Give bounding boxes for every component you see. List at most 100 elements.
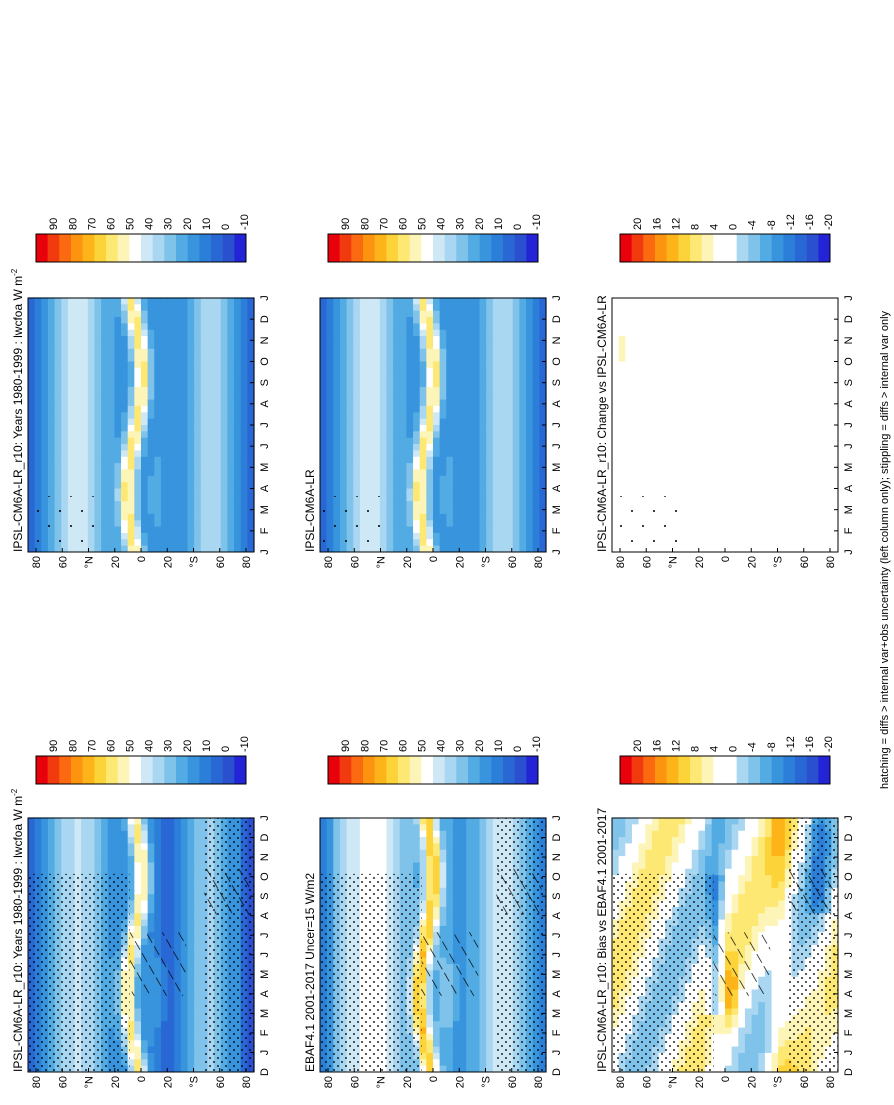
heatmap-cell xyxy=(725,1027,732,1034)
heatmap-cell xyxy=(55,367,62,374)
heatmap-cell xyxy=(453,1008,460,1015)
heatmap-cell xyxy=(778,957,785,964)
heatmap-cell xyxy=(466,843,473,850)
heatmap-cell xyxy=(486,1046,493,1053)
heatmap-cell xyxy=(101,342,108,349)
heatmap-cell xyxy=(772,1027,779,1034)
heatmap-cell xyxy=(738,1040,745,1047)
heatmap-cell xyxy=(28,418,35,425)
heatmap-cell xyxy=(114,856,121,863)
heatmap-cell xyxy=(420,856,427,863)
heatmap-cell xyxy=(473,1027,480,1034)
heatmap-cell xyxy=(745,1021,752,1028)
heatmap-cell xyxy=(480,1027,487,1034)
heatmap-cell xyxy=(148,539,155,546)
heatmap-cell xyxy=(778,919,785,926)
heatmap-cell xyxy=(194,894,201,901)
heatmap-cell xyxy=(433,1027,440,1034)
x-tick-label: N xyxy=(843,853,855,861)
heatmap-cell xyxy=(486,1014,493,1021)
heatmap-cell xyxy=(108,539,115,546)
heatmap-cell xyxy=(148,424,155,431)
heatmap-cell xyxy=(433,995,440,1002)
heatmap-cell xyxy=(678,836,685,843)
heatmap-cell xyxy=(732,913,739,920)
heatmap-cell xyxy=(625,843,632,850)
heatmap-cell xyxy=(732,1052,739,1059)
heatmap-cell xyxy=(161,1052,168,1059)
heatmap-cell xyxy=(168,1008,175,1015)
heatmap-cell xyxy=(732,824,739,831)
heatmap-cell xyxy=(128,456,135,463)
heatmap-cell xyxy=(752,913,759,920)
heatmap-cell xyxy=(161,887,168,894)
heatmap-cell xyxy=(141,862,148,869)
heatmap-cell xyxy=(154,1027,161,1034)
heatmap-cell xyxy=(134,367,141,374)
heatmap-cell xyxy=(765,925,772,932)
heatmap-cell xyxy=(68,463,75,470)
heatmap-cell xyxy=(725,1052,732,1059)
heatmap-cell xyxy=(705,836,712,843)
heatmap-cell xyxy=(181,1008,188,1015)
heatmap-cell xyxy=(161,925,168,932)
heatmap-cell xyxy=(174,900,181,907)
heatmap-cell xyxy=(426,887,433,894)
heatmap-cell xyxy=(94,456,101,463)
heatmap-cell xyxy=(758,830,765,837)
heatmap-cell xyxy=(460,1033,467,1040)
heatmap-cell xyxy=(188,1027,195,1034)
heatmap-cell xyxy=(433,843,440,850)
heatmap-cell xyxy=(453,1014,460,1021)
heatmap-cell xyxy=(141,887,148,894)
heatmap-cell xyxy=(466,1065,473,1072)
heatmap-cell xyxy=(108,336,115,343)
heatmap-cell xyxy=(446,849,453,856)
heatmap-cell xyxy=(128,412,135,419)
heatmap-cell xyxy=(168,843,175,850)
heatmap-cell xyxy=(88,316,95,323)
heatmap-cell xyxy=(460,1014,467,1021)
heatmap-cell xyxy=(35,488,42,495)
heatmap-cell xyxy=(148,431,155,438)
heatmap-cell xyxy=(745,1008,752,1015)
heatmap-cell xyxy=(413,836,420,843)
heatmap-cell xyxy=(141,520,148,527)
heatmap-cell xyxy=(181,881,188,888)
heatmap-cell xyxy=(75,431,82,438)
heatmap-cell xyxy=(75,488,82,495)
heatmap-cell xyxy=(94,399,101,406)
heatmap-cell xyxy=(360,862,367,869)
y-tick-label: 60 xyxy=(57,1076,69,1088)
heatmap-cell xyxy=(698,824,705,831)
heatmap-cell xyxy=(433,881,440,888)
heatmap-cell xyxy=(148,843,155,850)
heatmap-cell xyxy=(181,887,188,894)
heatmap-cell xyxy=(48,830,55,837)
heatmap-cell xyxy=(473,900,480,907)
heatmap-cell xyxy=(446,824,453,831)
heatmap-cell xyxy=(128,380,135,387)
heatmap-cell xyxy=(148,900,155,907)
heatmap-cell xyxy=(75,374,82,381)
heatmap-cell xyxy=(134,995,141,1002)
heatmap-cell xyxy=(141,437,148,444)
heatmap-cell xyxy=(75,824,82,831)
heatmap-cell xyxy=(632,836,639,843)
heatmap-cell xyxy=(718,900,725,907)
heatmap-cell xyxy=(333,830,340,837)
heatmap-cell xyxy=(732,1008,739,1015)
heatmap-cell xyxy=(101,361,108,368)
heatmap-cell xyxy=(778,976,785,983)
heatmap-cell xyxy=(188,913,195,920)
y-tick-label: 60 xyxy=(507,1076,519,1088)
y-tick-label: 20 xyxy=(402,1076,414,1088)
heatmap-cell xyxy=(440,913,447,920)
heatmap-cell xyxy=(194,919,201,926)
heatmap-cell xyxy=(386,836,393,843)
heatmap-cell xyxy=(114,475,121,482)
heatmap-cell xyxy=(68,482,75,489)
heatmap-cell xyxy=(134,1027,141,1034)
heatmap-cell xyxy=(367,824,374,831)
heatmap-cell xyxy=(154,919,161,926)
